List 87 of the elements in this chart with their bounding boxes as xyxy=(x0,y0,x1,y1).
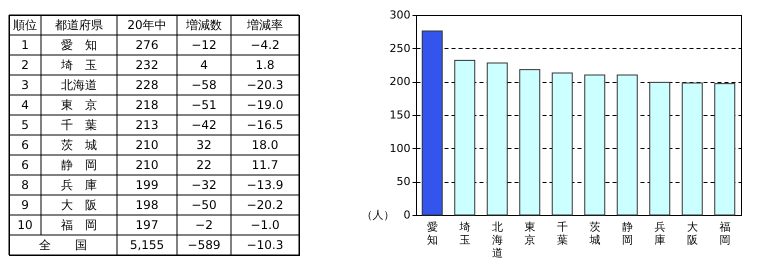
text: 静 岡 xyxy=(61,158,97,172)
text: 増減数 xyxy=(185,18,222,32)
y-tick-label: 0 xyxy=(404,208,410,222)
bar xyxy=(486,62,508,216)
text: 232 xyxy=(136,58,158,72)
text: 199 xyxy=(136,178,158,192)
text: −4.2 xyxy=(250,38,280,52)
text: 愛 知 xyxy=(61,38,97,52)
bar xyxy=(682,82,703,216)
text: 5 xyxy=(21,118,29,132)
bar xyxy=(584,74,606,216)
x-tick-label: 東京 xyxy=(524,220,536,246)
text: −10.3 xyxy=(246,238,284,252)
text: −589 xyxy=(188,238,220,252)
text: −58 xyxy=(191,78,217,92)
x-tick-label: 埼玉 xyxy=(458,220,470,246)
text: 3 xyxy=(21,78,29,92)
text: 22 xyxy=(196,158,212,172)
text: −20.3 xyxy=(246,78,284,92)
text: −20.2 xyxy=(246,198,284,212)
text: 20年中 xyxy=(127,18,167,32)
text: 増減率 xyxy=(246,18,283,32)
bar xyxy=(519,69,540,216)
text: 10 xyxy=(17,218,33,232)
text: −2 xyxy=(195,218,213,232)
text: 北海道 xyxy=(61,78,97,92)
text: −12 xyxy=(191,38,217,52)
text: −51 xyxy=(191,98,217,112)
y-tick-label: 200 xyxy=(390,75,410,88)
y-axis-title: （人） xyxy=(362,208,394,222)
bar xyxy=(454,60,476,216)
y-tick-label: 100 xyxy=(390,142,410,155)
text: 千 葉 xyxy=(61,118,97,132)
y-tick-label: 50 xyxy=(396,175,410,188)
text: 197 xyxy=(136,218,158,232)
x-tick-label: 茨城 xyxy=(588,220,600,246)
text: −16.5 xyxy=(246,118,284,132)
x-tick-label: 静岡 xyxy=(622,220,633,246)
text: 4 xyxy=(21,98,29,112)
text: 198 xyxy=(136,198,158,212)
text: 大 阪 xyxy=(61,198,97,212)
text: 都道府県 xyxy=(55,18,103,32)
x-tick-label: 愛知 xyxy=(426,220,438,246)
text: 2 xyxy=(21,58,29,72)
x-tick-label: 大阪 xyxy=(686,220,698,246)
text: −1.0 xyxy=(250,218,280,232)
y-tick-label: 150 xyxy=(390,108,410,122)
text: 順位 xyxy=(13,18,37,32)
text: 1.8 xyxy=(255,58,275,72)
text: 兵 庫 xyxy=(61,178,97,192)
text: 茨 城 xyxy=(61,138,97,152)
y-tick-label: 300 xyxy=(390,8,410,22)
bar xyxy=(552,72,573,216)
text: −32 xyxy=(191,178,217,192)
text: 4 xyxy=(200,58,208,72)
text: 213 xyxy=(136,118,158,132)
text: 埼 玉 xyxy=(60,58,97,72)
x-tick-label: 北海道 xyxy=(492,220,503,260)
text: −42 xyxy=(191,118,217,132)
x-tick-label: 福岡 xyxy=(719,220,730,246)
bar xyxy=(714,83,736,216)
bar xyxy=(649,82,670,216)
text: 210 xyxy=(136,158,158,172)
text: 11.7 xyxy=(252,158,278,172)
x-tick-label: 兵庫 xyxy=(654,220,666,246)
text: −13.9 xyxy=(246,178,284,192)
text: 全 国 xyxy=(39,238,87,252)
text: 32 xyxy=(196,138,212,152)
bar xyxy=(616,74,638,216)
text: 210 xyxy=(136,138,158,152)
bar xyxy=(422,30,443,216)
text: 18.0 xyxy=(252,138,278,152)
text: 5,155 xyxy=(130,238,164,252)
text: 1 xyxy=(21,38,29,52)
text: 228 xyxy=(136,78,158,92)
text: 福 岡 xyxy=(61,218,97,232)
text: 9 xyxy=(21,198,29,212)
y-tick-label: 250 xyxy=(390,42,410,55)
text: −19.0 xyxy=(246,98,284,112)
text: −50 xyxy=(191,198,217,212)
text: 218 xyxy=(136,98,158,112)
text: 8 xyxy=(21,178,29,192)
text: 東 京 xyxy=(61,98,97,112)
text: 276 xyxy=(136,38,158,52)
text: 6 xyxy=(21,138,29,152)
text: 6 xyxy=(21,158,29,172)
x-tick-label: 千葉 xyxy=(556,220,568,246)
